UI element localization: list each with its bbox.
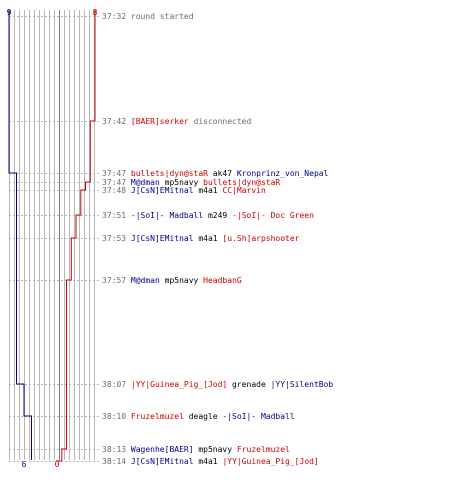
event-text: |YY|SilentBob — [271, 380, 334, 389]
red-alive-step-line — [56, 10, 96, 462]
event-row: 37:47 M@dman mp5navy bullets|dyn@staR — [102, 178, 280, 187]
blue-team-alive-line — [8, 10, 32, 460]
event-text: mp5navy — [194, 445, 237, 454]
event-text: CC|Marvin — [222, 186, 266, 195]
event-text: mp5navy — [160, 276, 203, 285]
event-guide-lines — [9, 16, 100, 462]
event-row: 37:51 -|SoI|- Madball m249 -|SoI|- Doc G… — [102, 211, 314, 220]
red-team-alive-line — [56, 10, 96, 462]
event-text: |YY|Guinea_Pig_[Jod] — [222, 457, 318, 466]
event-text: [BAER]serker — [131, 117, 189, 126]
event-text: grenade — [227, 380, 270, 389]
event-text: [u.Sh]arpshooter — [222, 234, 299, 243]
event-text: m4a1 — [194, 234, 223, 243]
event-text: m4a1 — [194, 457, 223, 466]
event-text: Wagenhe[BAER] — [131, 445, 194, 454]
event-text: -|SoI|- Madball — [131, 211, 203, 220]
event-text: -|SoI|- Doc Green — [232, 211, 314, 220]
event-text: |YY|Guinea_Pig_[Jod] — [131, 380, 227, 389]
event-time: 37:48 — [102, 186, 131, 195]
red-end-count: 0 — [55, 460, 60, 469]
blue-start-count: 9 — [7, 8, 12, 17]
player-grid — [9, 10, 95, 460]
event-time: 38:14 — [102, 457, 131, 466]
event-text: J[CsN]EMitnal — [131, 186, 194, 195]
event-log: 37:32 round started 37:42 [BAER]serker di… — [102, 12, 333, 466]
event-time: 38:10 — [102, 412, 131, 421]
event-time: 38:07 — [102, 380, 131, 389]
event-text: Fruzelmuzel — [237, 445, 290, 454]
event-text: deagle — [184, 412, 223, 421]
event-text: M@dman — [131, 178, 160, 187]
event-row: 38:14 J[CsN]EMitnal m4a1 |YY|Guinea_Pig_… — [102, 457, 319, 466]
event-time: 37:51 — [102, 211, 131, 220]
blue-alive-step-line — [8, 10, 32, 460]
blue-end-count: 6 — [22, 460, 27, 469]
event-row: 37:57 M@dman mp5navy HeadbanG — [102, 276, 242, 285]
event-row: 38:07 |YY|Guinea_Pig_[Jod] grenade |YY|S… — [102, 380, 333, 389]
event-time: 37:47 — [102, 169, 131, 178]
event-text: -|SoI|- Madball — [222, 412, 294, 421]
event-text: J[CsN]EMitnal — [131, 234, 194, 243]
event-text: round started — [131, 12, 194, 21]
event-time: 38:13 — [102, 445, 131, 454]
event-text: M@dman — [131, 276, 160, 285]
event-row: 37:48 J[CsN]EMitnal m4a1 CC|Marvin — [102, 186, 266, 195]
event-row: 37:47 bullets|dyn@staR ak47 Kronprinz_vo… — [102, 169, 329, 178]
event-text: ak47 — [208, 169, 237, 178]
event-text: J[CsN]EMitnal — [131, 457, 194, 466]
event-row: 37:32 round started — [102, 12, 194, 21]
event-time: 37:47 — [102, 178, 131, 187]
event-text: bullets|dyn@staR — [131, 169, 208, 178]
event-row: 37:42 [BAER]serker disconnected — [102, 117, 252, 126]
event-row: 37:53 J[CsN]EMitnal m4a1 [u.Sh]arpshoote… — [102, 234, 300, 243]
event-text: Kronprinz_von_Nepal — [237, 169, 329, 178]
event-time: 37:32 — [102, 12, 131, 21]
event-text: m4a1 — [194, 186, 223, 195]
event-text: Fruzelmuzel — [131, 412, 184, 421]
event-row: 38:10 Fruzelmuzel deagle -|SoI|- Madball — [102, 412, 295, 421]
event-text: bullets|dyn@staR — [203, 178, 280, 187]
event-text: HeadbanG — [203, 276, 242, 285]
event-time: 37:57 — [102, 276, 131, 285]
event-time: 37:42 — [102, 117, 131, 126]
event-text: m249 — [203, 211, 232, 220]
red-start-count: 8 — [93, 8, 98, 17]
event-time: 37:53 — [102, 234, 131, 243]
event-text: mp5navy — [160, 178, 203, 187]
event-text: disconnected — [189, 117, 252, 126]
event-row: 38:13 Wagenhe[BAER] mp5navy Fruzelmuzel — [102, 445, 290, 454]
